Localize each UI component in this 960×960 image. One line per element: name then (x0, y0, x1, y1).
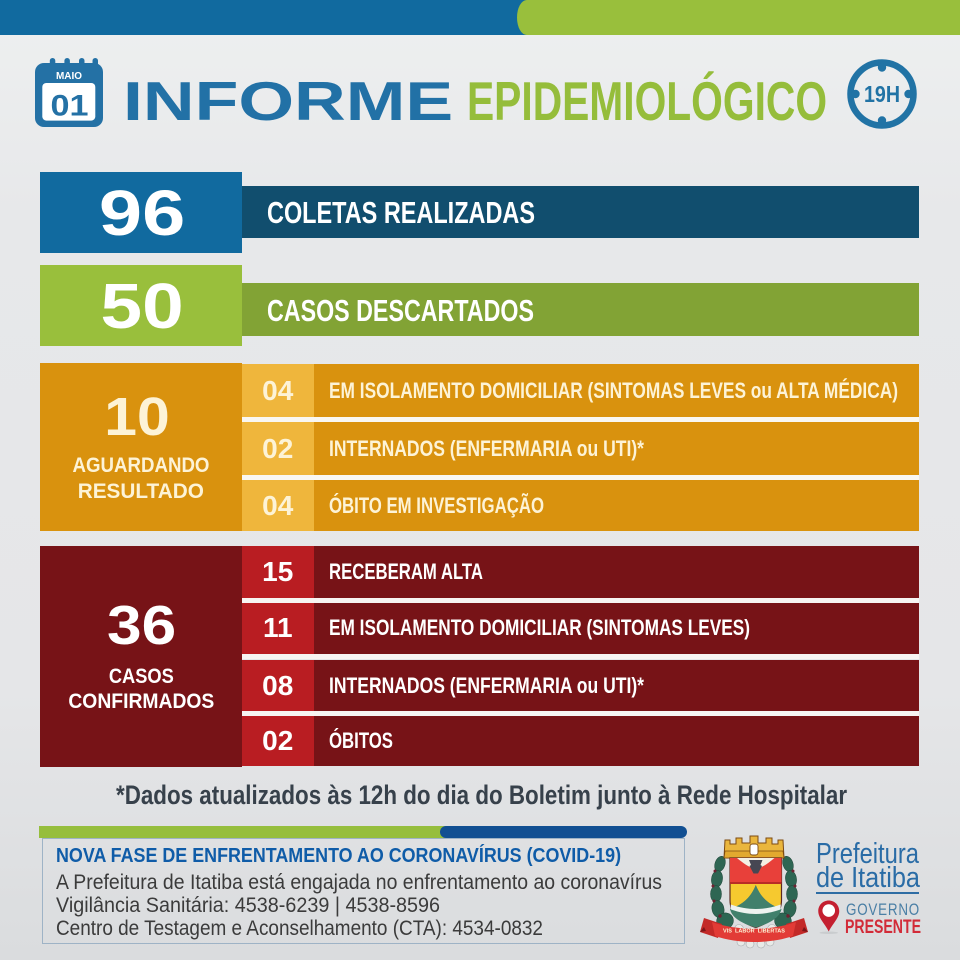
svg-text:01: 01 (51, 90, 89, 123)
svg-text:VIS LABOR LIBERTAS: VIS LABOR LIBERTAS (723, 929, 785, 935)
svg-text:19H: 19H (864, 81, 900, 107)
svg-text:MAIO: MAIO (56, 70, 82, 82)
